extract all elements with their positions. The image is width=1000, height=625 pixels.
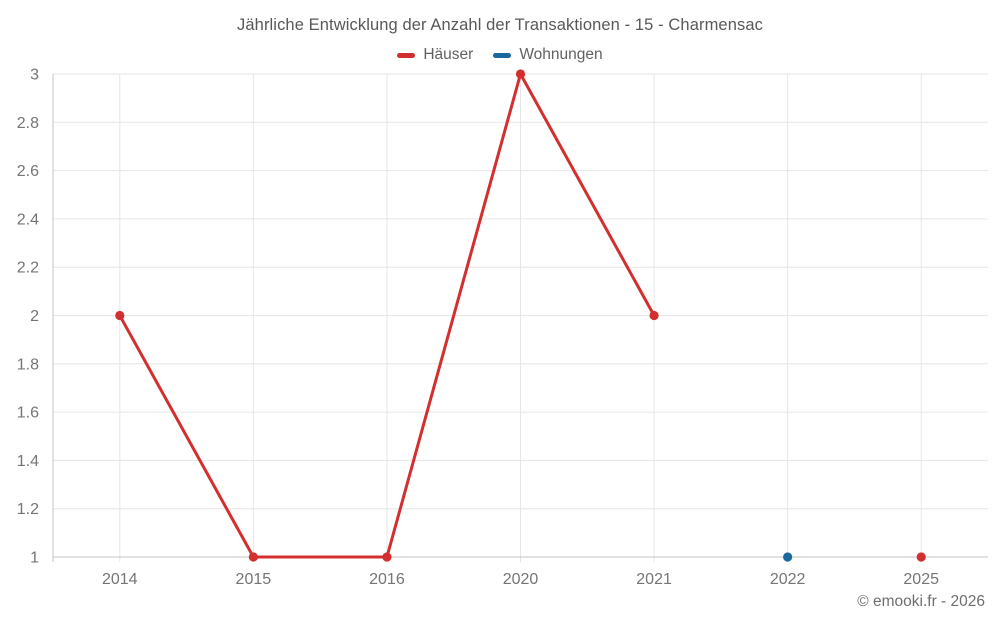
legend: Häuser Wohnungen [0, 46, 1000, 64]
legend-swatch-icon [493, 52, 512, 58]
data-point-0-2015[interactable] [248, 552, 258, 562]
y-tick-label: 1.2 [17, 501, 39, 518]
legend-item-1[interactable]: Wohnungen [493, 46, 603, 64]
x-tick-label: 2014 [102, 571, 138, 588]
legend-swatch-icon [397, 52, 416, 58]
y-tick-label: 2.4 [17, 211, 39, 228]
y-tick-label: 2.6 [17, 163, 39, 180]
x-tick-label: 2022 [770, 571, 806, 588]
data-point-0-2014[interactable] [115, 310, 125, 321]
y-tick-label: 1.6 [17, 405, 39, 422]
legend-label: Häuser [423, 46, 474, 63]
y-tick-label: 2.8 [17, 115, 39, 132]
y-tick-label: 1.8 [17, 356, 39, 373]
data-point-0-2025[interactable] [916, 552, 926, 562]
x-tick-label: 2020 [503, 571, 539, 588]
x-tick-label: 2021 [636, 571, 672, 588]
legend-item-0[interactable]: Häuser [397, 46, 473, 64]
x-tick-label: 2015 [236, 571, 272, 588]
y-tick-label: 1.4 [17, 453, 39, 470]
data-point-0-2020[interactable] [515, 69, 526, 79]
data-point-0-2016[interactable] [382, 552, 392, 562]
x-tick-label: 2025 [903, 571, 939, 588]
y-tick-label: 2.2 [17, 260, 39, 277]
y-tick-label: 3 [30, 67, 39, 84]
y-tick-label: 1 [30, 550, 39, 567]
x-tick-label: 2016 [369, 571, 405, 588]
data-point-0-2021[interactable] [649, 310, 659, 321]
y-tick-label: 2 [30, 308, 39, 325]
copyright-text: © emooki.fr - 2026 [857, 593, 985, 610]
data-point-1-2022[interactable] [783, 552, 793, 562]
chart-title: Jährliche Entwicklung der Anzahl der Tra… [237, 16, 763, 34]
legend-label: Wohnungen [519, 46, 603, 63]
